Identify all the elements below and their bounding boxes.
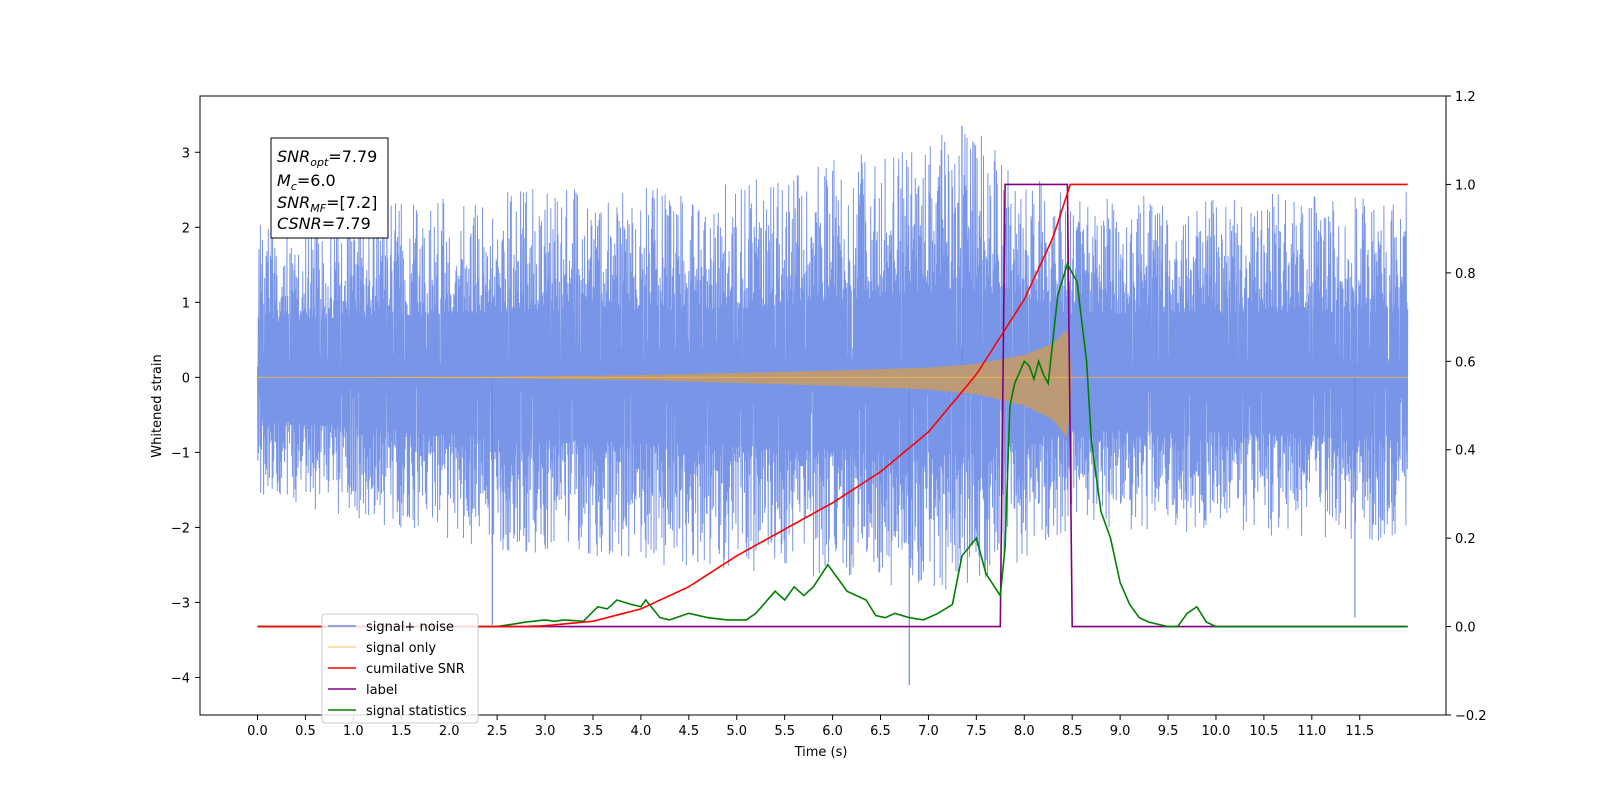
y-axis-label: Whitened strain bbox=[150, 354, 165, 457]
y-tick-right-label: 1.2 bbox=[1455, 90, 1476, 105]
series-layer bbox=[257, 126, 1409, 685]
x-tick-label: 9.0 bbox=[1110, 724, 1131, 739]
legend-frame bbox=[321, 613, 479, 724]
legend-entry: label bbox=[366, 683, 397, 698]
y-tick-right-label: 0.2 bbox=[1455, 532, 1476, 547]
plot-frame bbox=[199, 95, 1447, 716]
x-tick-label: 10.0 bbox=[1201, 724, 1230, 739]
x-tick-label: 10.5 bbox=[1249, 724, 1278, 739]
legend-entry: cumilative SNR bbox=[366, 662, 465, 677]
x-tick-label: 7.5 bbox=[966, 724, 987, 739]
series-signal-only-fill bbox=[257, 329, 1408, 438]
x-tick-label: 1.0 bbox=[343, 724, 364, 739]
legend-entry: signal+ noise bbox=[366, 620, 454, 635]
x-tick-label: 9.5 bbox=[1158, 724, 1179, 739]
legend-entry: signal statistics bbox=[366, 704, 467, 719]
y-tick-left-label: −3 bbox=[171, 596, 190, 611]
x-tick-label: 11.5 bbox=[1345, 724, 1374, 739]
series-signal-noise bbox=[257, 134, 1409, 590]
x-tick-label: 11.0 bbox=[1297, 724, 1326, 739]
x-axis-label: Time (s) bbox=[794, 745, 848, 760]
annotation-frame bbox=[270, 137, 389, 239]
x-tick-label: 4.0 bbox=[631, 724, 652, 739]
y-tick-right-label: −0.2 bbox=[1455, 709, 1487, 724]
x-tick-label: 3.0 bbox=[535, 724, 556, 739]
annotation-box: SNRopt=7.79 Mc=6.0 SNRMF=[7.2] CSNR=7.79 bbox=[270, 137, 389, 239]
x-tick-label: 0.5 bbox=[295, 724, 316, 739]
y-tick-left-label: 2 bbox=[182, 221, 190, 236]
series-label bbox=[257, 183, 1408, 628]
x-tick-label: 8.0 bbox=[1014, 724, 1035, 739]
y-axis-left: 3 2 1 0 −1 −2 −3 −4 bbox=[171, 146, 200, 686]
annotation-snr-opt: SNRopt=7.79 bbox=[277, 147, 377, 169]
x-tick-label: 2.5 bbox=[487, 724, 508, 739]
legend: signal+ noise signal only cumilative SNR la… bbox=[321, 613, 479, 724]
y-axis-right: 1.2 1.0 0.8 0.6 0.4 0.2 0.0 −0.2 bbox=[1446, 90, 1487, 724]
y-tick-left-label: 3 bbox=[182, 146, 190, 161]
x-tick-label: 1.5 bbox=[391, 724, 412, 739]
y-tick-left-label: −2 bbox=[171, 521, 190, 536]
y-tick-right-label: 0.8 bbox=[1455, 267, 1476, 282]
x-tick-label: 0.0 bbox=[247, 724, 268, 739]
y-tick-right-label: 0.0 bbox=[1455, 621, 1476, 636]
x-tick-label: 8.5 bbox=[1062, 724, 1083, 739]
x-tick-label: 6.0 bbox=[822, 724, 843, 739]
annotation-csnr: CSNR=7.79 bbox=[277, 214, 371, 233]
y-tick-left-label: −1 bbox=[171, 446, 190, 461]
x-tick-label: 5.0 bbox=[726, 724, 747, 739]
x-tick-label: 7.0 bbox=[918, 724, 939, 739]
y-tick-right-label: 0.6 bbox=[1455, 355, 1476, 370]
x-tick-label: 6.5 bbox=[870, 724, 891, 739]
y-tick-left-label: −4 bbox=[171, 671, 190, 686]
series-signal-statistics bbox=[257, 261, 1408, 628]
x-axis: 0.0 0.5 1.0 1.5 2.0 2.5 3.0 3.5 4.0 4.5 5.0 5.5 6.0 6… bbox=[247, 715, 1374, 739]
annotation-mc: Mc=6.0 bbox=[277, 171, 336, 193]
x-tick-label: 2.0 bbox=[439, 724, 460, 739]
legend-entry: signal only bbox=[366, 641, 436, 656]
x-tick-label: 3.5 bbox=[583, 724, 604, 739]
y-tick-left-label: 0 bbox=[182, 371, 190, 386]
annotation-snr-mf: SNRMF=[7.2] bbox=[277, 193, 377, 215]
y-tick-right-label: 0.4 bbox=[1455, 444, 1476, 459]
y-tick-right-label: 1.0 bbox=[1455, 178, 1476, 193]
y-tick-left-label: 1 bbox=[182, 296, 190, 311]
x-tick-label: 4.5 bbox=[678, 724, 699, 739]
x-tick-label: 5.5 bbox=[774, 724, 795, 739]
